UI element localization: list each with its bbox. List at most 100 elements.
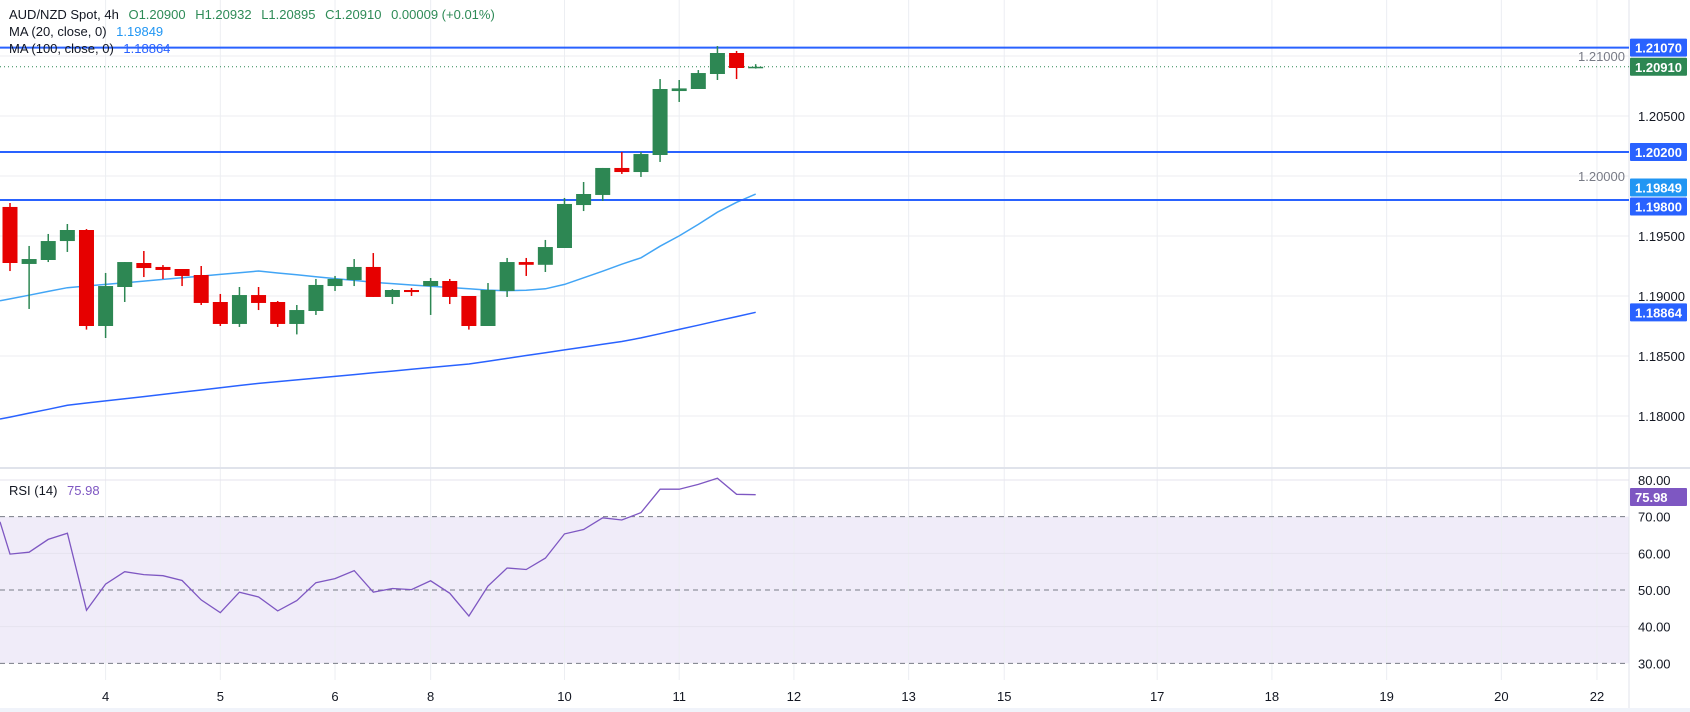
candle bbox=[633, 152, 649, 177]
x-axis-tick-label: 11 bbox=[672, 689, 686, 704]
ma100-line bbox=[0, 311, 756, 420]
candle bbox=[480, 283, 496, 326]
ohlc-open: O1.20900 bbox=[128, 7, 186, 22]
candle-body bbox=[117, 262, 133, 287]
symbol-title: AUD/NZD Spot, 4h bbox=[9, 7, 119, 22]
candle bbox=[365, 253, 381, 297]
rsi-axis-tick-label: 70.00 bbox=[1638, 510, 1671, 525]
candle bbox=[117, 262, 133, 302]
ma100-price-label: 1.18864 bbox=[1635, 305, 1683, 320]
candle-body bbox=[384, 290, 400, 297]
candle bbox=[327, 275, 343, 291]
candle-body bbox=[614, 167, 630, 173]
candle bbox=[136, 251, 152, 278]
candle-body bbox=[193, 275, 209, 303]
price-axis-tick-label: 1.19000 bbox=[1638, 289, 1685, 304]
ohlc-change: 0.00009 (+0.01%) bbox=[391, 7, 495, 22]
level-price-label: 1.19800 bbox=[1635, 200, 1682, 215]
x-axis-tick-label: 5 bbox=[217, 689, 224, 704]
bottom-border bbox=[0, 708, 1690, 712]
candle-body bbox=[537, 247, 553, 265]
x-axis-tick-label: 10 bbox=[557, 689, 571, 704]
level-price-label: 1.21070 bbox=[1635, 41, 1682, 56]
candle bbox=[231, 287, 247, 327]
candle-body bbox=[690, 73, 706, 89]
price-axis-tick-label: 1.20500 bbox=[1638, 109, 1685, 124]
candle bbox=[709, 46, 725, 80]
candle-body bbox=[212, 302, 228, 324]
candle-body bbox=[518, 262, 534, 265]
candle bbox=[614, 152, 630, 174]
rsi-axis-tick-label: 30.00 bbox=[1638, 656, 1671, 671]
candle bbox=[729, 50, 745, 80]
x-axis-tick-label: 12 bbox=[787, 689, 801, 704]
rsi-legend[interactable]: RSI (14) 75.98 bbox=[9, 483, 106, 498]
candle bbox=[270, 301, 286, 327]
candle-body bbox=[174, 269, 190, 276]
candle bbox=[2, 203, 18, 272]
candle-body bbox=[40, 241, 56, 260]
candle-body bbox=[480, 290, 496, 326]
candle bbox=[537, 239, 553, 272]
candle bbox=[193, 266, 209, 305]
x-axis-tick-label: 6 bbox=[331, 689, 338, 704]
x-axis-tick-label: 13 bbox=[901, 689, 915, 704]
rsi-axis-tick-label: 50.00 bbox=[1638, 583, 1671, 598]
candle-body bbox=[78, 230, 94, 326]
level-price-label-box bbox=[1630, 197, 1687, 216]
rsi-label: RSI (14) bbox=[9, 483, 58, 498]
ohlc-close: C1.20910 bbox=[325, 7, 382, 22]
candle bbox=[671, 80, 687, 102]
x-axis-tick-label: 17 bbox=[1150, 689, 1164, 704]
level-price-label: 1.20200 bbox=[1635, 145, 1682, 160]
candle bbox=[576, 182, 592, 212]
symbol-legend: AUD/NZD Spot, 4h O1.20900 H1.20932 L1.20… bbox=[9, 7, 501, 22]
candle bbox=[748, 64, 764, 69]
x-axis-tick-label: 18 bbox=[1265, 689, 1279, 704]
level-price-label-box bbox=[1630, 143, 1687, 161]
candle-body bbox=[270, 302, 286, 324]
candle bbox=[21, 245, 37, 309]
last-price-label: 1.20910 bbox=[1635, 60, 1682, 75]
ma20-label: MA (20, close, 0) bbox=[9, 24, 107, 39]
price-axis-tick-label: 1.18000 bbox=[1638, 409, 1685, 424]
candle bbox=[423, 278, 439, 315]
last-price-label-box bbox=[1630, 57, 1687, 76]
candle-body bbox=[556, 203, 572, 248]
candle-body bbox=[136, 263, 152, 269]
ma100-label: MA (100, close, 0) bbox=[9, 41, 114, 56]
x-axis-tick-label: 22 bbox=[1590, 689, 1604, 704]
candle bbox=[289, 305, 305, 335]
candle-body bbox=[98, 286, 114, 326]
candle bbox=[308, 278, 324, 315]
candle-body bbox=[576, 194, 592, 206]
level-price-label-box bbox=[1630, 38, 1687, 57]
candle bbox=[690, 70, 706, 89]
candle-body bbox=[308, 284, 324, 311]
candle-body bbox=[346, 266, 362, 281]
candle-body bbox=[709, 53, 725, 74]
ma20-value: 1.19849 bbox=[116, 24, 164, 39]
candle-body bbox=[461, 296, 477, 326]
candle-body bbox=[748, 66, 764, 69]
candle bbox=[212, 293, 228, 326]
ma100-value: 1.18864 bbox=[123, 41, 171, 56]
x-axis-tick-label: 20 bbox=[1494, 689, 1508, 704]
candle-body bbox=[595, 167, 611, 195]
candle bbox=[174, 269, 190, 287]
candle-body bbox=[155, 266, 171, 270]
candle bbox=[404, 287, 420, 296]
candle-body bbox=[633, 154, 649, 173]
ma100-legend[interactable]: MA (100, close, 0) 1.18864 bbox=[9, 41, 176, 56]
rsi-axis-tick-label: 60.00 bbox=[1638, 546, 1671, 561]
x-axis-tick-label: 15 bbox=[997, 689, 1011, 704]
ma20-legend[interactable]: MA (20, close, 0) 1.19849 bbox=[9, 24, 169, 39]
x-axis-tick-label: 19 bbox=[1379, 689, 1393, 704]
rsi-axis-tick-label: 40.00 bbox=[1638, 620, 1671, 635]
candle-body bbox=[2, 206, 18, 263]
candle bbox=[384, 289, 400, 305]
candle-body bbox=[404, 290, 420, 293]
ohlc-high: H1.20932 bbox=[195, 7, 252, 22]
price-axis-tick-label: 1.19500 bbox=[1638, 229, 1685, 244]
